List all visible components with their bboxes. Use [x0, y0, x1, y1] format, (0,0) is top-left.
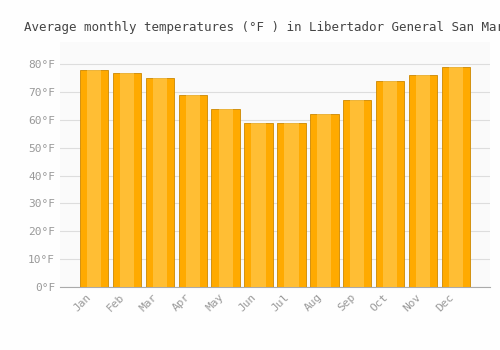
Bar	[112, 73, 140, 287]
Bar	[212, 109, 240, 287]
Bar	[218, 109, 232, 287]
Bar	[318, 114, 332, 287]
Bar	[178, 95, 206, 287]
Bar	[450, 67, 464, 287]
Bar	[416, 75, 430, 287]
Bar	[284, 123, 298, 287]
Bar	[376, 81, 404, 287]
Bar	[344, 100, 371, 287]
Bar	[146, 78, 174, 287]
Bar	[384, 81, 398, 287]
Bar	[244, 123, 272, 287]
Bar	[410, 75, 438, 287]
Bar	[442, 67, 470, 287]
Bar	[186, 95, 200, 287]
Bar	[278, 123, 305, 287]
Title: Average monthly temperatures (°F ) in Libertador General San Martán: Average monthly temperatures (°F ) in Li…	[24, 21, 500, 34]
Bar	[252, 123, 266, 287]
Bar	[310, 114, 338, 287]
Bar	[120, 73, 134, 287]
Bar	[80, 70, 108, 287]
Bar	[152, 78, 166, 287]
Bar	[86, 70, 101, 287]
Bar	[350, 100, 364, 287]
